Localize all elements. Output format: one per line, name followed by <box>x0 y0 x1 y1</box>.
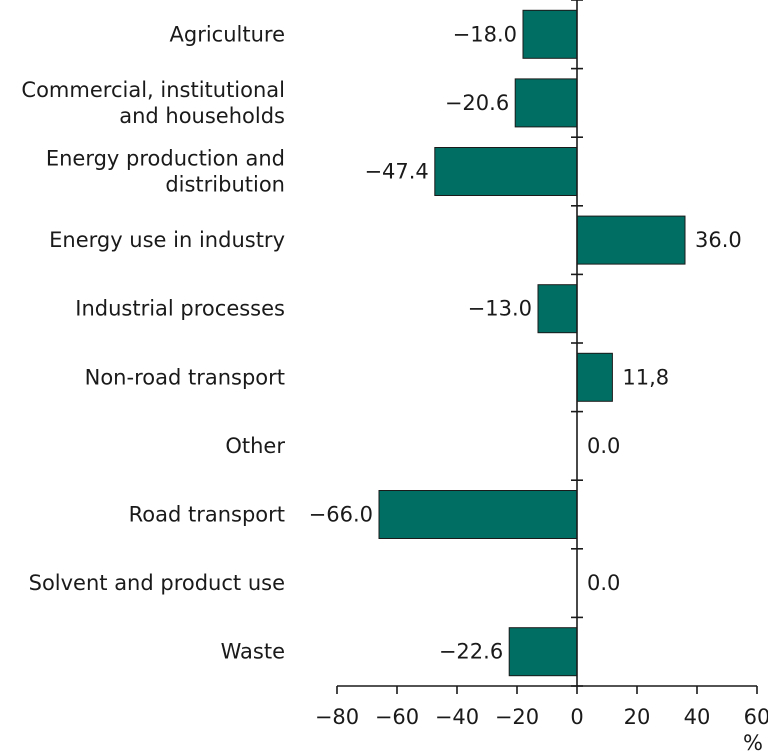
bar-0 <box>522 9 578 59</box>
x-tick-label: 40 <box>684 705 711 729</box>
category-label: Energy production and distribution <box>46 147 285 197</box>
bars-layer <box>378 9 686 677</box>
x-tick-label: −80 <box>315 705 359 729</box>
category-label: Commercial, institutional and households <box>21 78 285 128</box>
x-tick-label: −20 <box>495 705 539 729</box>
bar-value-label: −22.6 <box>439 640 503 664</box>
bar-7 <box>378 490 578 539</box>
bar-5 <box>576 352 613 402</box>
category-label: Waste <box>221 640 285 664</box>
category-label: Energy use in industry <box>49 228 285 252</box>
category-label: Non-road transport <box>85 365 285 389</box>
category-label: Other <box>225 434 285 458</box>
x-tick-label: 0 <box>570 705 583 729</box>
x-tick-label: −60 <box>375 705 419 729</box>
labels-layer: −80 −60 −40 −20 0 20 40 60% Agriculture Commercia… <box>21 22 768 755</box>
category-label: Road transport <box>129 503 285 527</box>
axes-layer <box>336 0 758 694</box>
bar-value-label: −20.6 <box>445 91 509 115</box>
bar-value-label: 0.0 <box>587 434 620 458</box>
category-label: Agriculture <box>170 22 286 46</box>
category-label: Industrial processes <box>75 297 285 321</box>
bar-value-label: 0.0 <box>587 571 620 595</box>
bar-value-label: −47.4 <box>364 160 428 184</box>
bar-value-label: 11,8 <box>622 365 669 389</box>
bar-4 <box>537 284 578 334</box>
x-tick-label: 60 <box>744 705 768 729</box>
x-tick-label: 20 <box>624 705 651 729</box>
bar-value-label: 36.0 <box>695 228 742 252</box>
category-label: Solvent and product use <box>29 571 285 595</box>
bar-1 <box>514 78 578 128</box>
bar-value-label: −13.0 <box>468 297 532 321</box>
x-tick-label: −40 <box>435 705 479 729</box>
x-axis-unit-label: % <box>743 731 763 755</box>
bar-9 <box>508 627 578 677</box>
bar-2 <box>434 147 578 196</box>
bar-value-label: −18.0 <box>453 22 517 46</box>
bar-3 <box>576 215 686 265</box>
bar-value-label: −66.0 <box>309 503 373 527</box>
